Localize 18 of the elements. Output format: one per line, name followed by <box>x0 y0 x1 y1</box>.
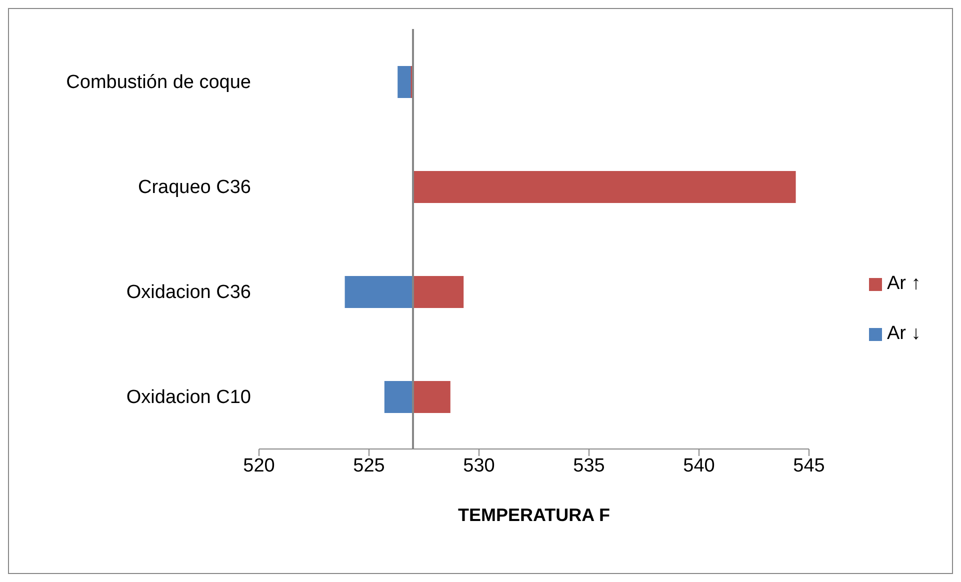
bar <box>384 381 413 413</box>
y-tick-label: Oxidacion C10 <box>126 387 251 408</box>
x-tick-label: 520 <box>243 455 275 476</box>
x-tick-label: 525 <box>353 455 385 476</box>
bar <box>413 276 464 308</box>
x-tick-label: 530 <box>463 455 495 476</box>
legend-label: Ar ↓ <box>887 322 921 346</box>
y-tick-label: Combustión de coque <box>66 72 251 94</box>
x-axis-title: TEMPERATURA F <box>458 505 610 525</box>
bar <box>344 276 413 308</box>
x-tick-label: 535 <box>573 455 605 476</box>
y-tick-label: Oxidacion C36 <box>126 282 251 304</box>
y-tick-label: Craqueo C36 <box>138 177 251 198</box>
legend-label: Ar ↑ <box>887 272 921 296</box>
bar <box>413 381 450 413</box>
x-tick-label: 545 <box>793 455 825 476</box>
bar <box>413 171 796 203</box>
x-tick-label: 540 <box>683 455 715 476</box>
